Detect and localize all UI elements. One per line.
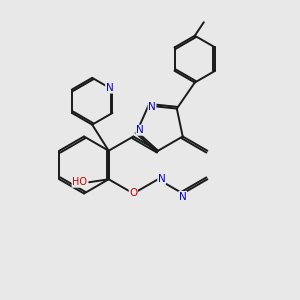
Text: N: N (136, 125, 144, 135)
Text: N: N (158, 174, 166, 184)
Text: N: N (148, 102, 156, 112)
Text: HO: HO (72, 177, 87, 187)
Text: O: O (129, 188, 137, 199)
Text: N: N (106, 83, 113, 93)
Text: N: N (179, 191, 187, 202)
